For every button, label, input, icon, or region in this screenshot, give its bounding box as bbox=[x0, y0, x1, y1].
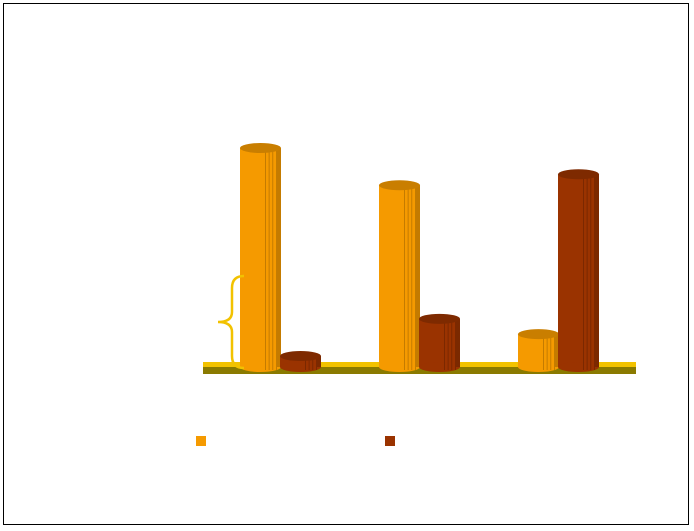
bar-top bbox=[240, 143, 281, 153]
bar-s1-c2 bbox=[379, 180, 420, 372]
bar-body bbox=[280, 356, 321, 367]
bar-top bbox=[280, 351, 321, 362]
bar-body bbox=[240, 148, 281, 367]
bar-edge bbox=[317, 356, 321, 367]
brace-shape bbox=[217, 274, 245, 370]
bar-edge bbox=[416, 185, 420, 367]
bar-s2-c2 bbox=[419, 313, 460, 372]
bar-s1-c1 bbox=[240, 143, 281, 372]
bar-base bbox=[379, 362, 420, 372]
bar-body bbox=[379, 185, 420, 367]
bar-edge bbox=[277, 148, 281, 367]
bar-body bbox=[419, 318, 460, 367]
bar-edge bbox=[456, 318, 460, 367]
bar-base bbox=[518, 362, 559, 372]
legend-swatch bbox=[385, 436, 395, 446]
bar-edge bbox=[595, 174, 599, 367]
bar-top bbox=[518, 329, 559, 340]
legend bbox=[196, 436, 395, 446]
legend-entry-2 bbox=[385, 436, 395, 446]
bar-s2-c3 bbox=[558, 169, 599, 372]
bar-edge bbox=[555, 334, 559, 367]
bar-body bbox=[558, 174, 599, 367]
bar-s2-c1 bbox=[280, 351, 321, 372]
bar-top bbox=[419, 313, 460, 324]
bar-body bbox=[518, 334, 559, 367]
bar-base bbox=[419, 362, 460, 372]
brace-annotation bbox=[217, 274, 245, 370]
legend-entry-1 bbox=[196, 436, 206, 446]
bar-base bbox=[240, 362, 281, 372]
legend-swatch bbox=[196, 436, 206, 446]
bar-base bbox=[280, 362, 321, 372]
bars bbox=[240, 143, 599, 372]
bar-s1-c3 bbox=[518, 329, 559, 372]
bar-top bbox=[379, 180, 420, 191]
bar-base bbox=[558, 362, 599, 372]
floor-front bbox=[203, 367, 636, 374]
bar-top bbox=[558, 169, 599, 180]
